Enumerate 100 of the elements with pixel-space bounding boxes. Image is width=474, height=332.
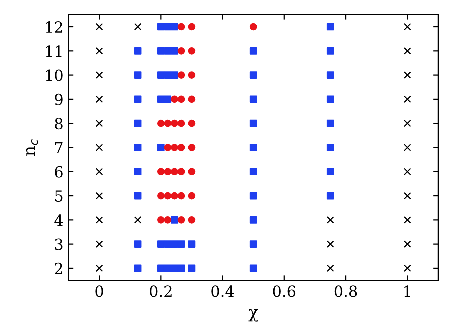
x-axis-title: χ — [248, 309, 258, 322]
point — [250, 144, 258, 152]
point — [158, 144, 165, 152]
point — [158, 120, 165, 128]
point — [188, 240, 196, 248]
point — [404, 264, 412, 272]
point — [178, 72, 186, 79]
point — [134, 264, 142, 272]
point — [250, 168, 258, 176]
point — [171, 120, 178, 128]
point — [404, 72, 412, 79]
point — [326, 72, 334, 79]
point — [404, 96, 412, 104]
point — [250, 48, 258, 55]
y-tick-label: 9 — [55, 94, 63, 106]
y-axis-title: n$_{c}$ — [26, 140, 38, 156]
point — [178, 264, 186, 272]
point — [250, 120, 258, 128]
point — [158, 96, 165, 104]
point — [178, 192, 186, 200]
x-tick-label: 0.2 — [150, 286, 172, 298]
point — [404, 48, 412, 55]
point — [171, 168, 178, 176]
point — [164, 96, 172, 104]
point — [250, 192, 258, 200]
point — [188, 168, 196, 176]
point — [134, 72, 142, 79]
point — [164, 216, 172, 224]
point — [326, 240, 334, 248]
y-tick-label: 6 — [55, 166, 63, 178]
point — [178, 240, 186, 248]
point — [178, 144, 186, 152]
point — [96, 96, 104, 104]
point — [134, 96, 142, 104]
point — [134, 144, 142, 152]
point — [164, 72, 172, 79]
point — [96, 216, 104, 224]
point — [171, 144, 178, 152]
point — [134, 120, 142, 128]
point — [326, 216, 334, 224]
point — [164, 192, 172, 200]
point — [164, 120, 172, 128]
point — [326, 192, 334, 200]
point — [326, 264, 334, 272]
point — [178, 120, 186, 128]
point — [250, 240, 258, 248]
point — [178, 23, 186, 31]
point — [158, 264, 165, 272]
point — [404, 192, 412, 200]
point — [326, 120, 334, 128]
point — [171, 48, 178, 55]
point — [158, 216, 165, 224]
point — [134, 240, 142, 248]
y-tick-label: 11 — [46, 46, 62, 57]
x-tick-label: 0.4 — [212, 286, 234, 298]
point — [171, 192, 178, 200]
point — [171, 23, 178, 31]
point — [96, 48, 104, 55]
y-tick-label: 4 — [54, 214, 64, 226]
point — [404, 168, 412, 176]
point — [188, 264, 196, 272]
y-tick-label: 3 — [55, 238, 63, 250]
point — [188, 23, 196, 31]
point — [404, 240, 412, 248]
point — [158, 168, 165, 176]
point — [158, 240, 165, 248]
point — [164, 144, 172, 152]
y-tick-label: 2 — [55, 262, 62, 274]
point — [164, 240, 172, 248]
point — [96, 120, 104, 128]
point — [96, 168, 104, 176]
point — [96, 264, 104, 272]
y-tick-label: 10 — [46, 70, 63, 82]
point — [134, 48, 142, 55]
point — [404, 144, 412, 152]
point — [404, 216, 412, 224]
point — [178, 168, 186, 176]
point — [158, 23, 165, 31]
point — [96, 144, 104, 152]
point — [96, 240, 104, 248]
point — [188, 192, 196, 200]
point — [134, 192, 142, 200]
point — [171, 96, 178, 104]
point — [250, 23, 258, 31]
point — [171, 216, 178, 224]
point — [134, 216, 142, 224]
point — [250, 216, 258, 224]
y-tick-label: 7 — [55, 142, 63, 154]
point — [158, 48, 165, 55]
point — [188, 96, 196, 104]
point — [404, 120, 412, 128]
point — [250, 96, 258, 104]
point — [134, 23, 142, 31]
point — [188, 144, 196, 152]
point — [326, 23, 334, 31]
x-tick-label: 0.8 — [334, 286, 358, 298]
point — [188, 120, 196, 128]
point — [188, 48, 196, 55]
point — [96, 192, 104, 200]
point — [326, 48, 334, 55]
